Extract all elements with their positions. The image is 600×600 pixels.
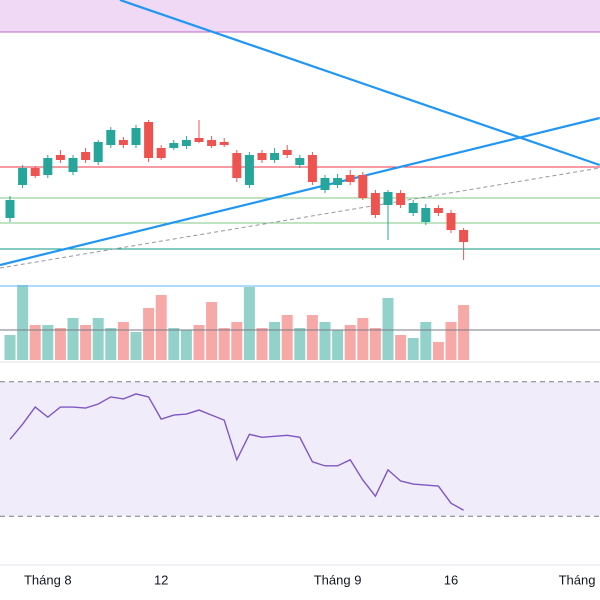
candle-body xyxy=(144,122,154,158)
zone xyxy=(0,0,600,32)
volume-bar xyxy=(332,330,344,360)
volume-bar xyxy=(357,318,369,360)
volume-bar xyxy=(369,328,381,360)
volume-bar xyxy=(180,330,192,360)
volume-bar xyxy=(80,325,92,360)
candle-body xyxy=(93,142,103,162)
candle-body xyxy=(333,178,343,185)
trend-line xyxy=(0,167,600,269)
volume-bar xyxy=(193,325,205,360)
candle-body xyxy=(257,153,267,160)
candle-body xyxy=(358,175,368,198)
volume-bar xyxy=(445,322,457,360)
volume-bar xyxy=(130,332,142,360)
candle-body xyxy=(219,142,229,145)
candle-body xyxy=(459,230,469,242)
candle-body xyxy=(446,213,456,230)
x-tick-label: Tháng 9 xyxy=(314,572,362,587)
volume-bar xyxy=(117,322,129,360)
volume-bar xyxy=(420,322,432,360)
volume-bar xyxy=(281,315,293,360)
candle-body xyxy=(282,150,292,155)
candle-body xyxy=(181,140,191,146)
candle-body xyxy=(207,140,217,146)
candle-body xyxy=(169,143,179,148)
volume-bar xyxy=(344,325,356,360)
candle-body xyxy=(370,193,380,215)
candle-body xyxy=(18,168,28,185)
candle-body xyxy=(68,158,78,172)
volume-bar xyxy=(206,302,218,360)
candle-body xyxy=(106,130,116,145)
volume-bar xyxy=(105,328,117,360)
candle-body xyxy=(383,192,393,205)
candle-body xyxy=(345,175,355,182)
volume-bar xyxy=(395,335,407,360)
candle-body xyxy=(320,178,330,190)
volume-bar xyxy=(92,318,104,360)
candle-body xyxy=(421,208,431,222)
x-tick-label: 12 xyxy=(154,572,168,587)
volume-bar xyxy=(319,322,331,360)
candle-body xyxy=(270,153,280,160)
volume-bar xyxy=(382,298,394,360)
volume-bar xyxy=(269,322,281,360)
volume-bar xyxy=(294,328,306,360)
rsi-line xyxy=(9,393,464,511)
volume-bar xyxy=(432,342,444,360)
candle-body xyxy=(408,203,418,213)
volume-bar xyxy=(231,322,243,360)
candle-body xyxy=(396,193,406,205)
candle-body xyxy=(244,155,254,185)
volume-bar xyxy=(218,328,230,360)
candle-body xyxy=(433,208,443,213)
volume-bar xyxy=(67,318,79,360)
x-tick-label: 16 xyxy=(444,572,458,587)
rsi-band xyxy=(0,381,600,517)
candle-body xyxy=(55,155,65,160)
candle-body xyxy=(30,168,40,176)
volume-bar xyxy=(42,325,54,360)
volume-bar xyxy=(243,287,255,360)
candle-body xyxy=(131,128,141,145)
volume-bar xyxy=(29,325,41,360)
volume-bar xyxy=(168,328,180,360)
volume-bar xyxy=(143,308,155,360)
candle-body xyxy=(307,155,317,182)
candle-body xyxy=(194,138,204,142)
candle-body xyxy=(81,152,91,160)
volume-bar xyxy=(17,285,29,360)
candle-body xyxy=(156,148,166,158)
volume-bar xyxy=(407,338,419,360)
volume-bar xyxy=(458,305,470,360)
x-tick-label: Tháng 8 xyxy=(24,572,72,587)
volume-bar xyxy=(256,328,268,360)
candle-body xyxy=(232,153,242,178)
trend-line xyxy=(0,116,600,267)
volume-bar xyxy=(155,295,167,360)
volume-bar xyxy=(306,315,318,360)
candle-body xyxy=(118,140,128,145)
candle-body xyxy=(295,158,305,165)
volume-bar xyxy=(54,328,66,360)
candle-body xyxy=(43,158,53,175)
candle-body xyxy=(5,200,15,218)
x-tick-label: Tháng xyxy=(559,572,596,587)
volume-bar xyxy=(4,335,16,360)
